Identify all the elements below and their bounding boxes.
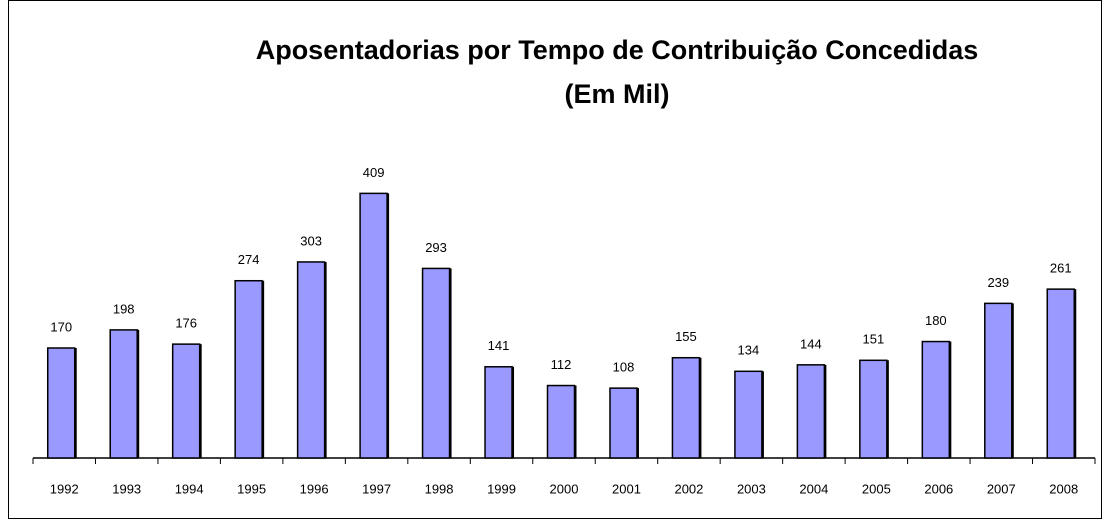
data-label: 108	[613, 360, 635, 375]
data-label: 261	[1050, 261, 1072, 276]
data-label: 170	[50, 319, 72, 334]
bar	[546, 384, 576, 459]
x-tick-label: 1992	[50, 481, 79, 496]
data-label: 141	[488, 338, 510, 353]
data-label: 274	[238, 252, 260, 267]
x-tick-label: 1993	[112, 481, 141, 496]
x-tick-label: 2003	[737, 481, 766, 496]
bar	[734, 370, 763, 459]
x-tick-label: 1999	[487, 481, 516, 496]
x-tick-label: 1995	[237, 481, 266, 496]
x-tick-label: 1994	[175, 481, 204, 496]
data-label: 239	[987, 275, 1009, 290]
bar	[796, 364, 826, 459]
chart-subtitle: (Em Mil)	[565, 79, 670, 109]
bar	[46, 347, 76, 459]
data-label: 134	[738, 343, 760, 358]
bar	[234, 279, 263, 459]
bar	[1046, 288, 1076, 459]
x-tick-label: 1998	[425, 481, 454, 496]
data-label: 155	[675, 329, 697, 344]
bar	[859, 359, 888, 459]
bar	[921, 340, 951, 459]
data-label: 198	[113, 301, 135, 316]
bar	[109, 329, 138, 459]
x-tick-label: 2000	[550, 481, 579, 496]
data-label: 409	[363, 165, 385, 180]
x-tick-label: 2006	[924, 481, 953, 496]
data-label: 176	[175, 316, 197, 331]
x-tick-label: 1996	[300, 481, 329, 496]
x-tick-label: 2004	[799, 481, 828, 496]
bar	[296, 261, 326, 459]
data-label: 293	[425, 240, 447, 255]
data-label: 180	[925, 313, 947, 328]
bar	[171, 343, 201, 459]
x-tick-label: 2002	[674, 481, 703, 496]
x-tick-label: 2001	[612, 481, 641, 496]
data-label: 151	[863, 332, 885, 347]
bar	[984, 302, 1013, 459]
data-label: 144	[800, 336, 822, 351]
bar	[359, 192, 388, 459]
bar	[484, 366, 513, 459]
x-tick-label: 2008	[1049, 481, 1078, 496]
bar	[671, 356, 701, 459]
chart-title: Aposentadorias por Tempo de Contribuição…	[256, 35, 979, 65]
x-tick-label: 2005	[862, 481, 891, 496]
data-label: 112	[551, 357, 572, 372]
x-tick-label: 1997	[362, 481, 391, 496]
bar	[421, 267, 451, 459]
bar	[609, 387, 638, 459]
x-tick-label: 2007	[987, 481, 1016, 496]
data-label: 303	[300, 233, 322, 248]
